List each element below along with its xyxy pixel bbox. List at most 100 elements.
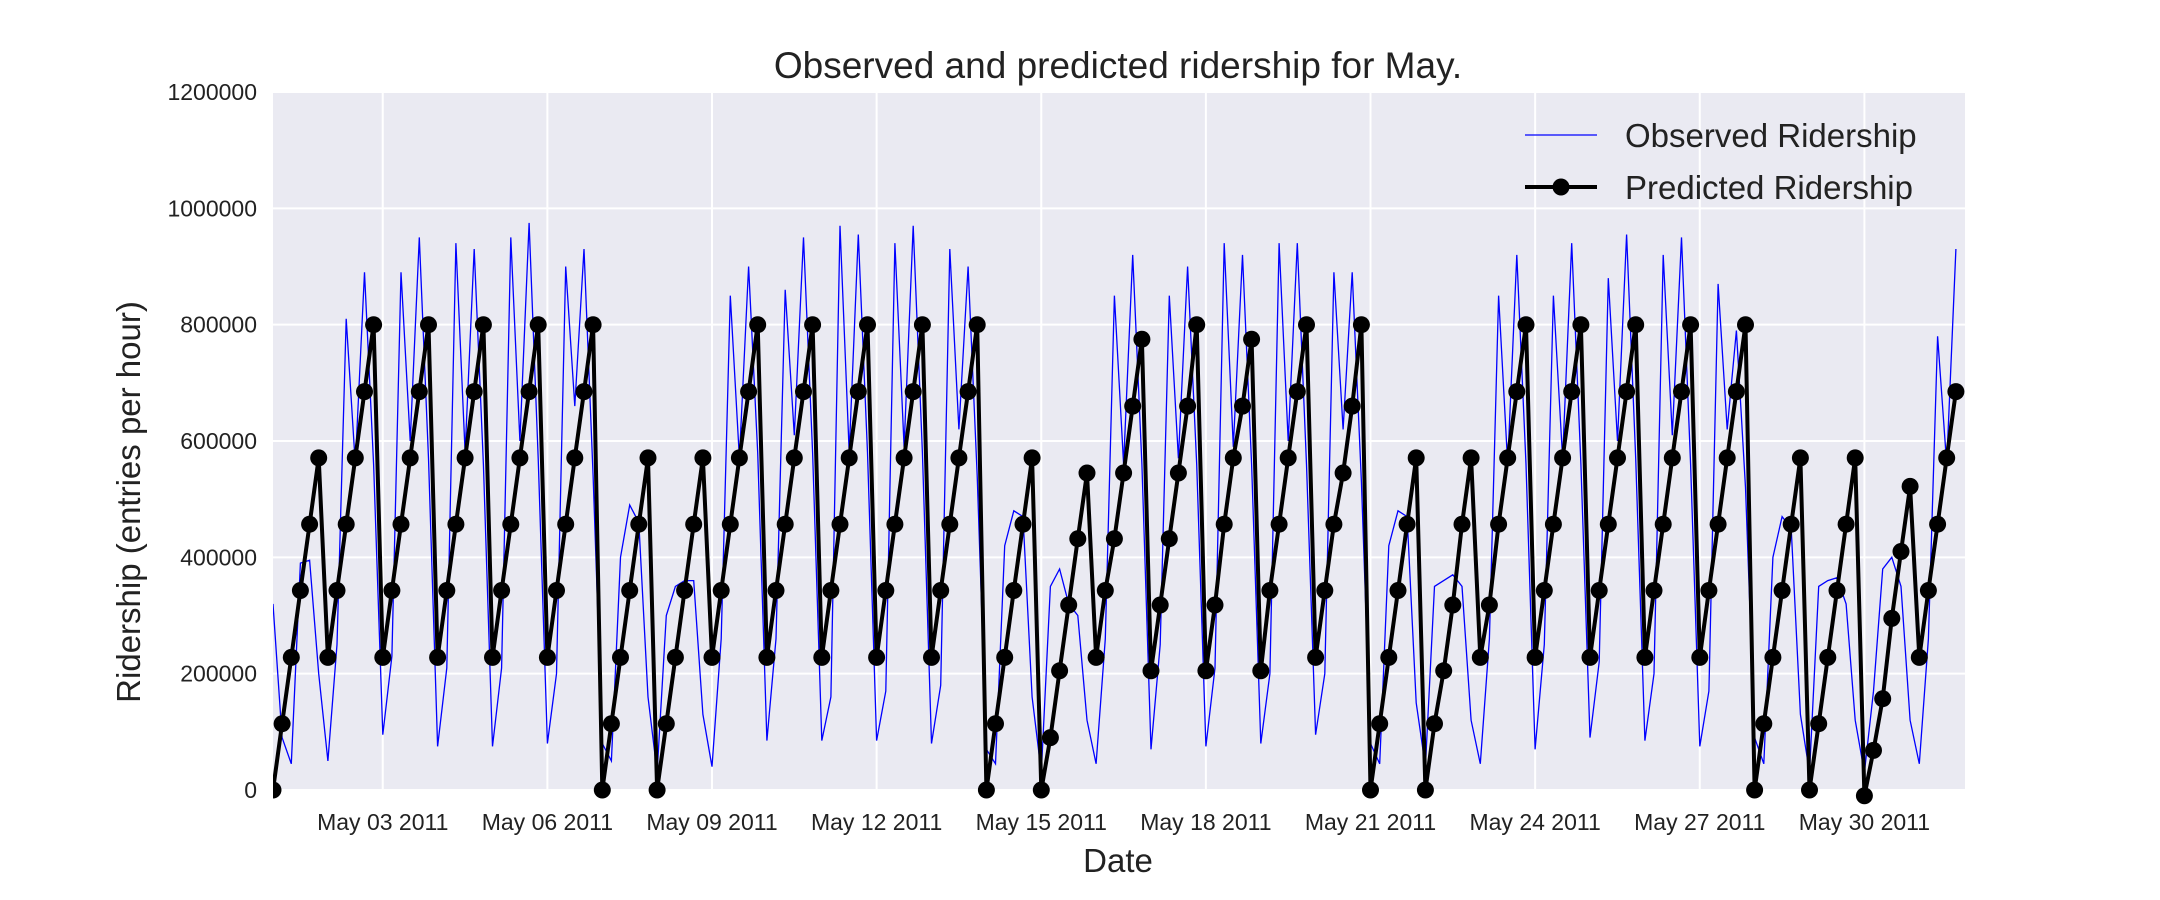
- predicted-point: [1316, 582, 1334, 599]
- series-line-observed-ridership: [273, 222, 1957, 773]
- predicted-point: [301, 515, 319, 533]
- predicted-point: [365, 316, 383, 334]
- predicted-point: [1855, 787, 1873, 805]
- predicted-point: [1554, 449, 1572, 467]
- predicted-point: [346, 449, 364, 467]
- predicted-point: [1938, 449, 1956, 467]
- predicted-point: [621, 582, 639, 599]
- series-layer: [273, 222, 1965, 805]
- predicted-point: [538, 648, 556, 666]
- predicted-point: [420, 316, 437, 334]
- predicted-point: [840, 449, 858, 467]
- y-tick-labels: 0 200000 400000 600000 800000 1000000 1200000: [167, 79, 257, 803]
- predicted-point: [1755, 715, 1773, 733]
- predicted-point: [1407, 449, 1425, 467]
- legend: Observed Ridership Predicted Ridership: [1525, 117, 1917, 206]
- predicted-point: [1343, 397, 1361, 415]
- predicted-point: [356, 383, 373, 401]
- predicted-point: [776, 515, 794, 533]
- predicted-point: [1517, 316, 1535, 334]
- predicted-point: [923, 648, 940, 666]
- x-tick-label: May 27 2011: [1634, 809, 1765, 835]
- predicted-point: [1919, 582, 1937, 599]
- predicted-point: [1087, 648, 1105, 666]
- predicted-point: [703, 648, 721, 666]
- predicted-point: [913, 316, 931, 334]
- predicted-point: [1837, 515, 1855, 533]
- predicted-point: [676, 582, 694, 599]
- predicted-point: [1846, 449, 1864, 467]
- predicted-point: [612, 648, 629, 666]
- predicted-point: [1682, 316, 1700, 334]
- predicted-point: [1654, 515, 1672, 533]
- predicted-point: [1371, 715, 1389, 733]
- predicted-point: [740, 383, 758, 401]
- predicted-point: [1234, 397, 1251, 415]
- predicted-point: [429, 648, 447, 666]
- predicted-point: [1252, 662, 1270, 680]
- predicted-point: [1435, 662, 1453, 680]
- predicted-point: [977, 781, 995, 799]
- predicted-point: [804, 316, 822, 334]
- predicted-point: [1673, 383, 1690, 401]
- predicted-point: [602, 715, 620, 733]
- predicted-point: [1801, 781, 1818, 799]
- legend-label-observed: Observed Ridership: [1625, 117, 1917, 154]
- predicted-point: [1380, 648, 1398, 666]
- predicted-point: [438, 582, 456, 599]
- predicted-point: [584, 316, 602, 334]
- predicted-point: [328, 582, 346, 599]
- x-tick-label: May 18 2011: [1140, 809, 1271, 835]
- predicted-point: [1069, 530, 1087, 548]
- predicted-point: [1151, 596, 1169, 614]
- predicted-point: [1307, 648, 1325, 666]
- predicted-point: [1910, 648, 1928, 666]
- predicted-point: [1819, 648, 1837, 666]
- predicted-point: [1618, 383, 1636, 401]
- predicted-point: [310, 449, 328, 467]
- predicted-point: [410, 383, 428, 401]
- predicted-point: [996, 648, 1014, 666]
- predicted-point: [1426, 715, 1443, 733]
- predicted-point: [282, 648, 300, 666]
- predicted-point: [1947, 383, 1965, 401]
- predicted-point: [1389, 582, 1407, 599]
- chart-title: Observed and predicted ridership for May…: [774, 45, 1462, 86]
- predicted-point: [941, 515, 959, 533]
- grid-lines: [273, 91, 1965, 791]
- predicted-point: [1096, 582, 1114, 599]
- predicted-point: [868, 648, 886, 666]
- predicted-point: [712, 582, 730, 599]
- predicted-point: [493, 582, 511, 599]
- predicted-point: [1078, 464, 1096, 482]
- predicted-point: [401, 449, 419, 467]
- predicted-point: [1737, 316, 1754, 334]
- predicted-point: [721, 515, 739, 533]
- predicted-point: [1490, 515, 1508, 533]
- predicted-point: [374, 648, 392, 666]
- x-tick-label: May 06 2011: [482, 809, 613, 835]
- predicted-point: [1581, 648, 1599, 666]
- x-tick-label: May 03 2011: [317, 809, 448, 835]
- predicted-point: [1334, 464, 1352, 482]
- predicted-point: [1691, 648, 1709, 666]
- predicted-point: [1718, 449, 1736, 467]
- predicted-point: [895, 449, 913, 467]
- predicted-point: [273, 781, 282, 799]
- predicted-point: [520, 383, 538, 401]
- predicted-point: [657, 715, 675, 733]
- x-tick-label: May 09 2011: [646, 809, 777, 835]
- predicted-point: [1041, 729, 1059, 747]
- predicted-point: [950, 449, 968, 467]
- predicted-point: [1188, 316, 1206, 334]
- predicted-point: [1883, 609, 1901, 627]
- predicted-point: [886, 515, 904, 533]
- predicted-point: [685, 515, 703, 533]
- predicted-point: [1874, 690, 1892, 708]
- predicted-point: [1032, 781, 1050, 799]
- predicted-point: [1663, 449, 1681, 467]
- predicted-point: [1224, 449, 1242, 467]
- predicted-point: [1005, 582, 1023, 599]
- predicted-point: [987, 715, 1004, 733]
- predicted-point: [1416, 781, 1434, 799]
